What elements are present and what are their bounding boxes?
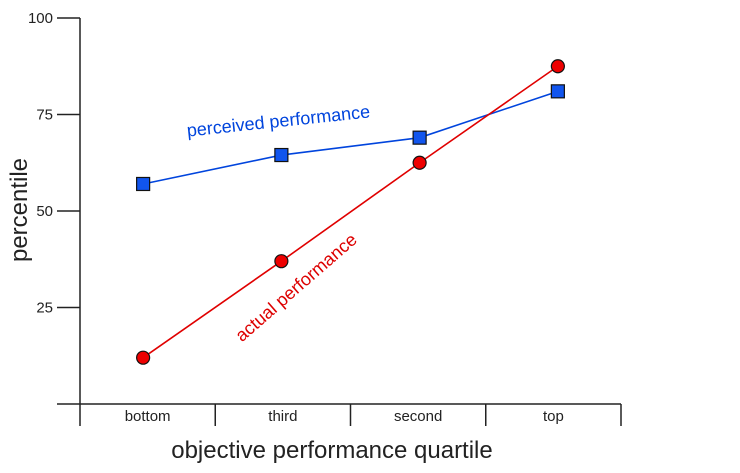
data-point-circle bbox=[136, 350, 151, 365]
data-point-square bbox=[550, 84, 565, 99]
series-line bbox=[142, 65, 559, 359]
series-1 bbox=[136, 59, 565, 365]
y-tick-label: 50 bbox=[36, 203, 53, 220]
y-tick-label: 75 bbox=[36, 107, 53, 124]
data-point-square bbox=[412, 130, 427, 145]
y-tick-label: 25 bbox=[36, 300, 53, 317]
x-tick-label: top bbox=[543, 408, 564, 425]
y-axis-ticks: 25 50 75 100 bbox=[28, 10, 80, 317]
y-tick-label: 100 bbox=[28, 10, 53, 27]
x-tick-label: third bbox=[268, 408, 297, 425]
y-axis-title: percentile bbox=[6, 158, 33, 262]
series-label-perceived: perceived performance bbox=[186, 101, 371, 140]
axes bbox=[57, 18, 621, 426]
x-tick-label: bottom bbox=[125, 408, 171, 425]
series-layer bbox=[136, 59, 565, 365]
data-point-square bbox=[274, 147, 289, 163]
data-point-circle bbox=[550, 59, 565, 74]
x-tick-label: second bbox=[394, 408, 442, 425]
x-axis-title: objective performance quartile bbox=[171, 437, 493, 464]
data-point-circle bbox=[412, 155, 427, 170]
data-point-square bbox=[136, 176, 151, 192]
x-axis-ticks: bottom third second top bbox=[125, 404, 622, 426]
series-label-actual: actual performance bbox=[231, 229, 360, 345]
data-point-circle bbox=[274, 254, 289, 269]
